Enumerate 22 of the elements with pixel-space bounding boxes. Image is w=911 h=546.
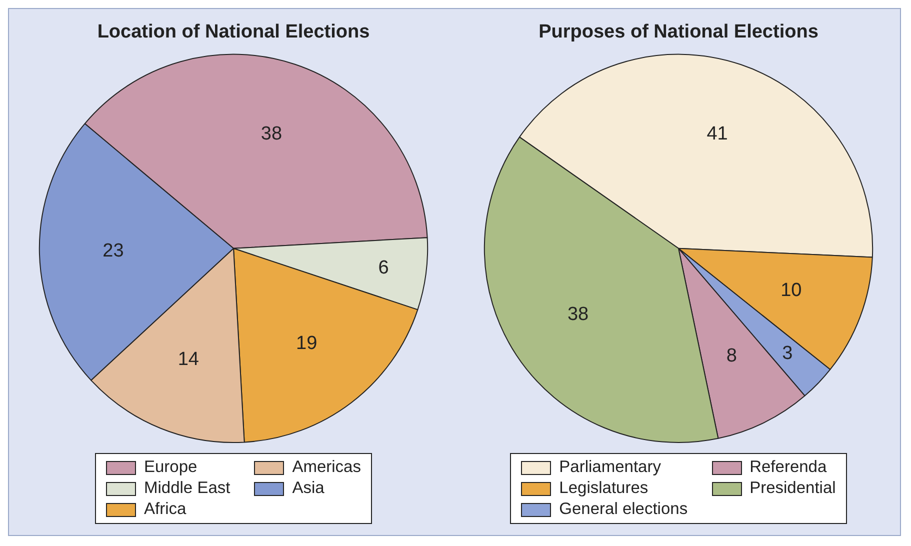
data-label: 3 [782,342,793,364]
legend-label: General elections [559,499,688,520]
data-label: 14 [178,349,200,370]
legend-label: Legislatures [559,478,648,499]
legend-label: Europe [144,457,198,478]
legend-label: Referenda [750,457,827,478]
legend-label: Africa [144,499,186,520]
data-label: 6 [378,258,389,279]
data-label: 10 [780,280,802,301]
chart-title: Location of National Elections [97,22,370,43]
legend-label: Parliamentary [559,457,661,478]
data-label: 23 [102,240,124,262]
legend-label: Americas [292,457,361,478]
chart-title: Purposes of National Elections [538,22,818,43]
data-label: 38 [260,123,282,144]
legend-label: Middle East [144,478,230,499]
legend-label: Asia [292,478,324,499]
data-label: 38 [567,304,589,325]
data-label: 8 [726,346,737,367]
legend-label: Presidential [750,478,836,499]
data-label: 41 [706,124,728,145]
data-label: 19 [296,333,318,354]
